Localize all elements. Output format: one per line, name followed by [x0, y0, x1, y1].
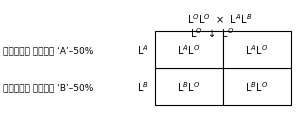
Bar: [223, 32, 291, 68]
Text: L$^O$  ↓  L$^O$: L$^O$ ↓ L$^O$: [190, 26, 234, 39]
Text: L$^B$: L$^B$: [137, 80, 149, 94]
Text: L$^B$L$^O$: L$^B$L$^O$: [177, 80, 201, 94]
Bar: [155, 32, 223, 68]
Text: रुधिर वर्ग ‘A’–50%: रुधिर वर्ग ‘A’–50%: [3, 46, 93, 55]
Text: L$^B$L$^O$: L$^B$L$^O$: [245, 80, 268, 94]
Bar: [223, 68, 291, 105]
Text: L$^A$L$^O$: L$^A$L$^O$: [178, 43, 201, 57]
Text: L$^A$: L$^A$: [137, 43, 149, 57]
Text: रुधिर वर्ग ‘B’–50%: रुधिर वर्ग ‘B’–50%: [3, 82, 93, 91]
Text: L$^A$L$^O$: L$^A$L$^O$: [245, 43, 268, 57]
Text: L$^O$L$^O$  ×  L$^A$L$^B$: L$^O$L$^O$ × L$^A$L$^B$: [187, 12, 252, 26]
Bar: [155, 68, 223, 105]
